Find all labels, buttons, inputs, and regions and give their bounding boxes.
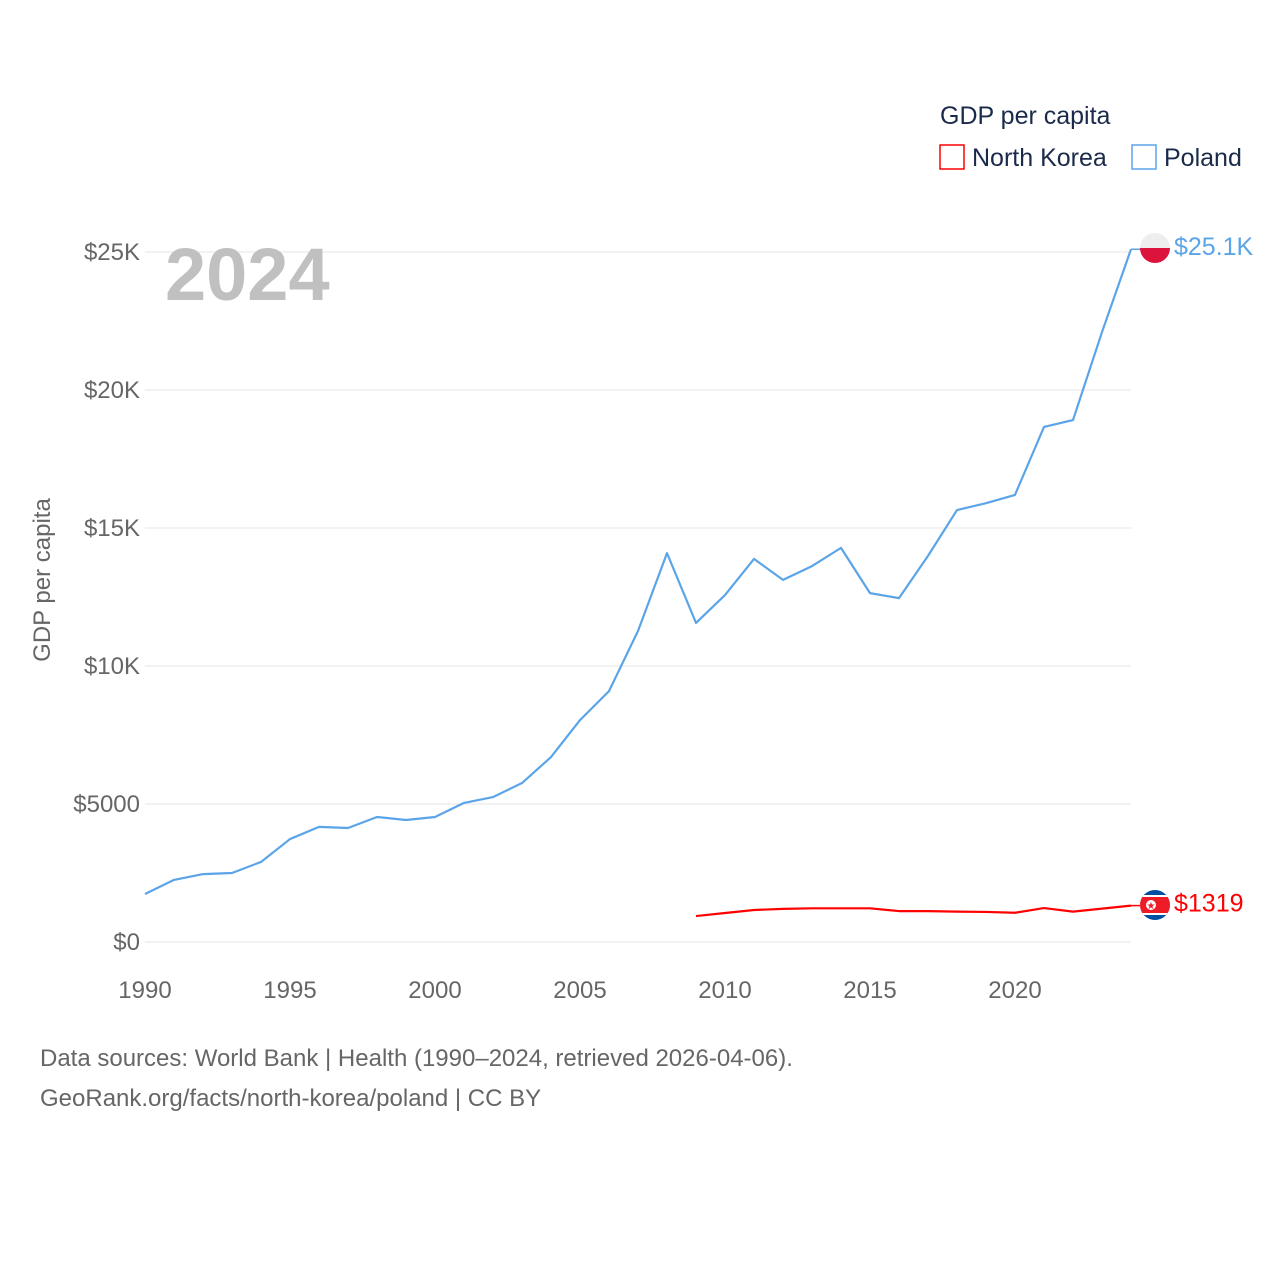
y-tick-label: $25K bbox=[84, 239, 140, 266]
north-korea-flag-icon: ★ bbox=[1140, 890, 1170, 920]
legend-title: GDP per capita bbox=[940, 102, 1111, 130]
poland-flag-icon bbox=[1140, 233, 1170, 263]
legend-label-poland[interactable]: Poland bbox=[1164, 144, 1242, 172]
y-tick-label: $5000 bbox=[73, 791, 140, 818]
legend-swatch-north-korea[interactable] bbox=[939, 144, 965, 170]
svg-text:★: ★ bbox=[1147, 901, 1156, 912]
poland-end-label: $25.1K bbox=[1174, 233, 1254, 261]
footer-attribution[interactable]: GeoRank.org/facts/north-korea/poland | C… bbox=[40, 1085, 542, 1112]
x-tick-label: 2000 bbox=[408, 977, 461, 1004]
x-tick-label: 1990 bbox=[118, 977, 171, 1004]
x-tick-label: 2020 bbox=[988, 977, 1041, 1004]
x-tick-label: 1995 bbox=[263, 977, 316, 1004]
x-tick-label: 2005 bbox=[553, 977, 606, 1004]
y-tick-label: $20K bbox=[84, 377, 140, 404]
north-korea-end-label: $1319 bbox=[1174, 890, 1244, 918]
y-tick-label: $10K bbox=[84, 653, 140, 680]
legend-label-north-korea[interactable]: North Korea bbox=[972, 144, 1107, 172]
poland-line bbox=[144, 248, 1133, 895]
year-label: 2024 bbox=[165, 233, 330, 316]
x-tick-label: 2010 bbox=[698, 977, 751, 1004]
y-axis-label: GDP per capita bbox=[29, 498, 56, 662]
legend-swatch-poland[interactable] bbox=[1131, 144, 1157, 170]
y-tick-label: $15K bbox=[84, 515, 140, 542]
y-tick-label: $0 bbox=[113, 929, 140, 956]
north-korea-line bbox=[695, 904, 1132, 918]
footer-sources: Data sources: World Bank | Health (1990–… bbox=[40, 1045, 793, 1072]
x-tick-label: 2015 bbox=[843, 977, 896, 1004]
